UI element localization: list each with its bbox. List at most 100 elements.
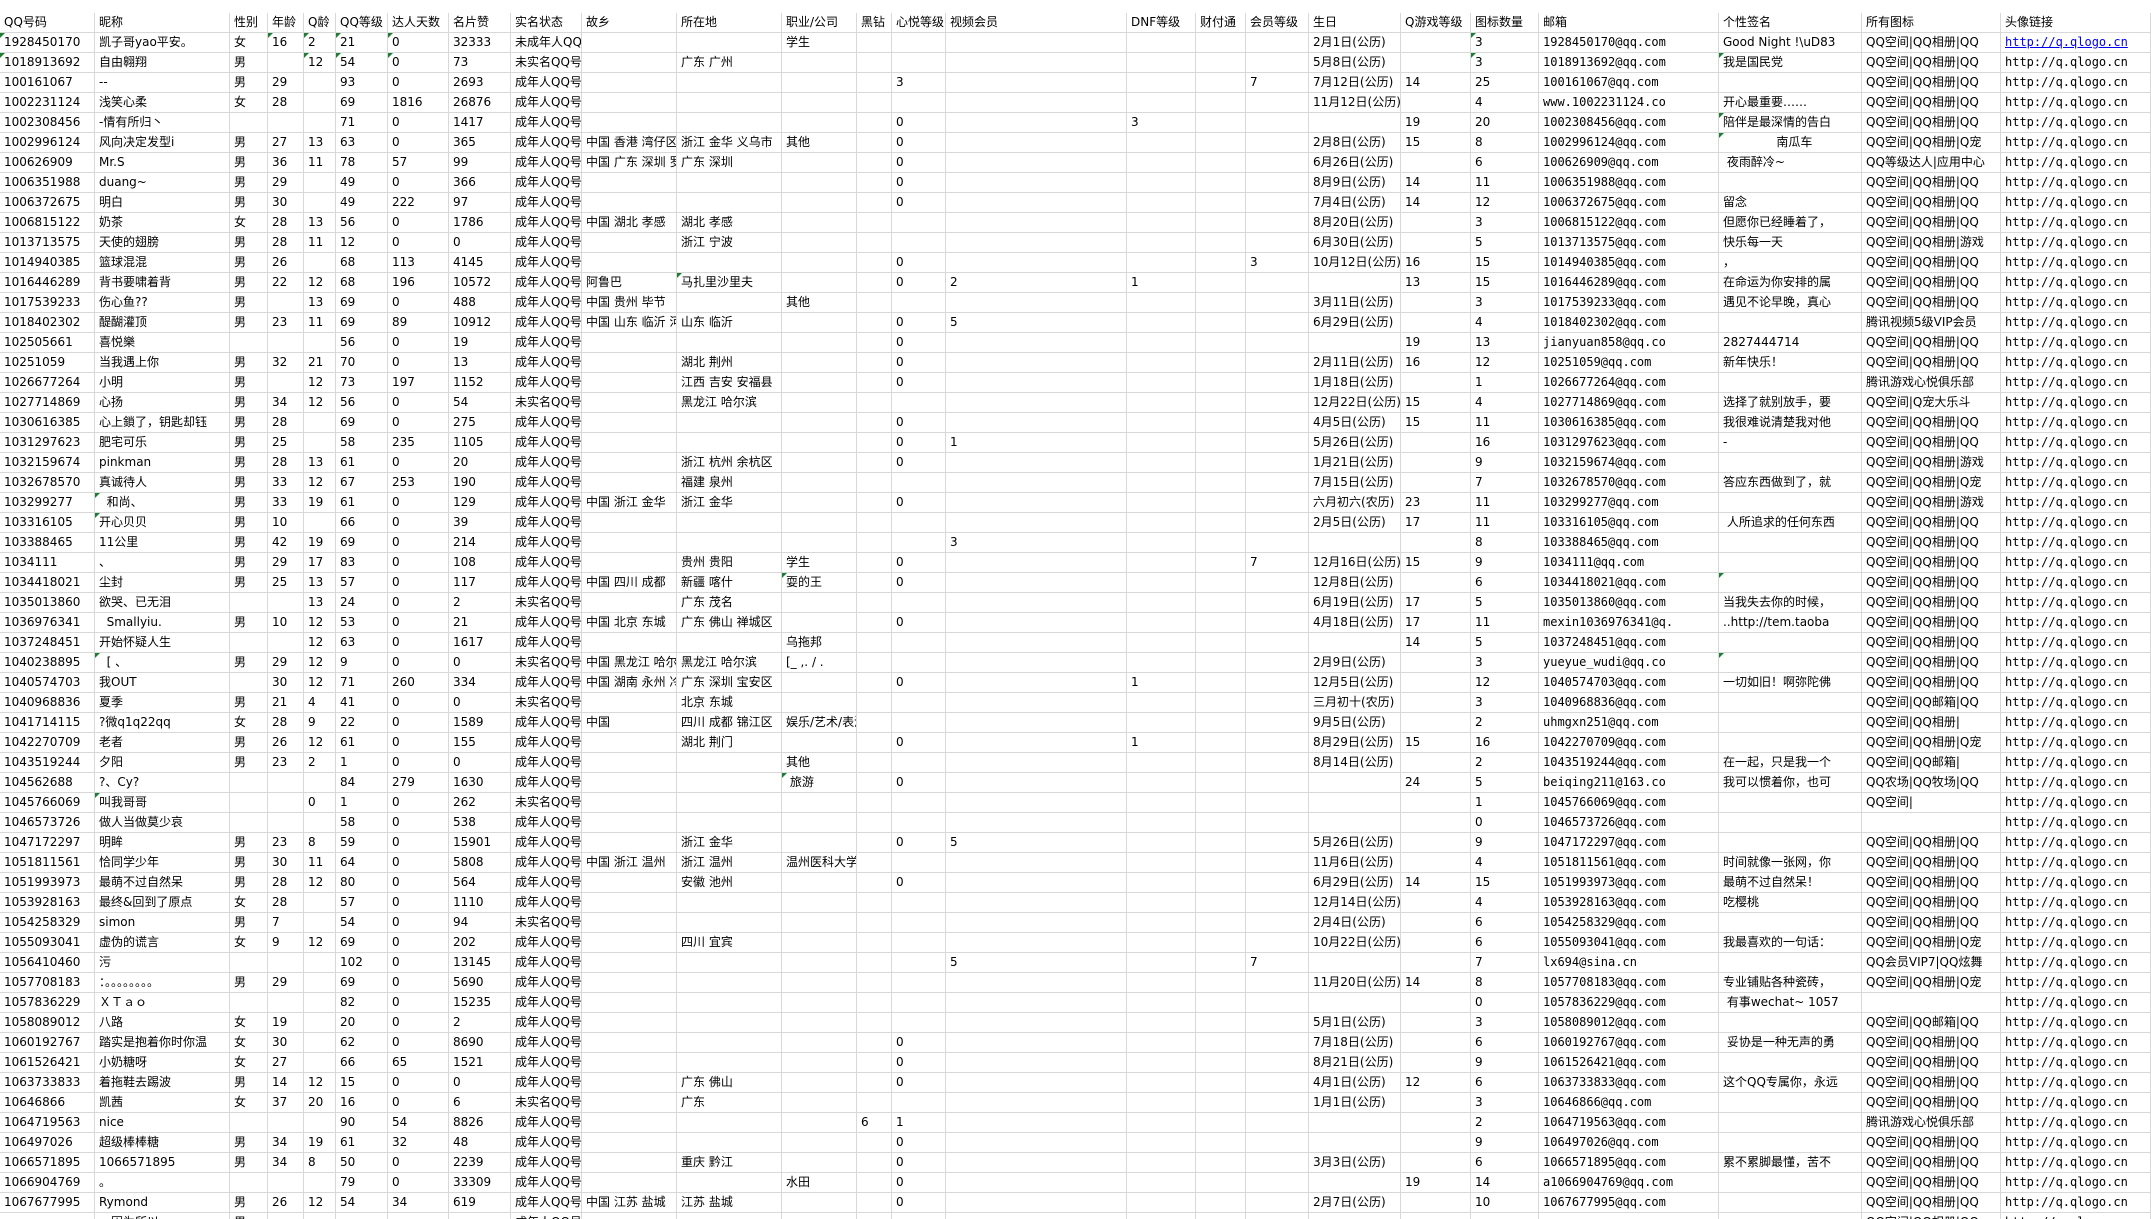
cell-vip[interactable] <box>1246 1193 1309 1213</box>
cell-heizuan[interactable] <box>857 493 892 513</box>
cell-realname[interactable]: 成年人QQ号 <box>511 333 582 353</box>
cell-age[interactable] <box>268 1113 304 1133</box>
cell-avatar[interactable]: http://q.qlogo.cn <box>2001 1073 2151 1093</box>
cell-realname[interactable]: 成年人QQ号 <box>511 813 582 833</box>
cell-video[interactable] <box>946 813 1127 833</box>
cell-birthday[interactable]: 5月26日(公历) <box>1309 433 1401 453</box>
cell-caifutong[interactable] <box>1196 953 1246 973</box>
cell-caifutong[interactable] <box>1196 73 1246 93</box>
cell-icons[interactable]: QQ会员VIP7|QQ炫舞 <box>1862 953 2001 973</box>
cell-caifutong[interactable] <box>1196 653 1246 673</box>
cell-heizuan[interactable] <box>857 213 892 233</box>
cell-icons[interactable]: QQ空间|QQ相册|QQ <box>1862 213 2001 233</box>
cell-vip[interactable]: 7 <box>1246 953 1309 973</box>
cell-xinyue[interactable] <box>892 813 946 833</box>
cell-nick[interactable]: 明眸 <box>95 833 230 853</box>
cell-birthday[interactable]: 12月22日(公历) <box>1309 393 1401 413</box>
cell-hometown[interactable] <box>582 333 677 353</box>
cell-nick[interactable]: 叫我哥哥 <box>95 793 230 813</box>
cell-job[interactable] <box>782 733 857 753</box>
cell-job[interactable] <box>782 153 857 173</box>
cell-video[interactable] <box>946 293 1127 313</box>
cell-qq[interactable]: 1066904769 <box>0 1173 95 1193</box>
cell-icons[interactable]: QQ空间|QQ相册|QQ <box>1862 533 2001 553</box>
cell-likes[interactable]: 275 <box>449 413 511 433</box>
cell-location[interactable] <box>677 173 782 193</box>
cell-email[interactable]: 1054258329@qq.com <box>1539 913 1719 933</box>
cell-caifutong[interactable] <box>1196 773 1246 793</box>
cell-realname[interactable]: 成年人QQ号 <box>511 433 582 453</box>
cell-age[interactable]: 9 <box>268 933 304 953</box>
cell-sig[interactable]: 这个QQ专属你，永远 <box>1719 1073 1862 1093</box>
cell-avatar[interactable]: http://q.qlogo.cn <box>2001 173 2151 193</box>
cell-qlevel[interactable]: 63 <box>336 633 388 653</box>
cell-job[interactable] <box>782 1113 857 1133</box>
cell-sex[interactable]: 男 <box>230 153 268 173</box>
cell-avatar[interactable]: http://q.qlogo.cn <box>2001 353 2151 373</box>
cell-job[interactable] <box>782 273 857 293</box>
cell-vip[interactable] <box>1246 753 1309 773</box>
cell-birthday[interactable] <box>1309 793 1401 813</box>
cell-birthday[interactable]: 6月29日(公历) <box>1309 313 1401 333</box>
cell-icons_n[interactable]: 4 <box>1471 853 1539 873</box>
cell-daren[interactable]: 260 <box>388 673 449 693</box>
cell-qlevel[interactable]: 12 <box>336 233 388 253</box>
cell-nick[interactable]: 、 <box>95 553 230 573</box>
cell-email[interactable]: 1002996124@qq.com <box>1539 133 1719 153</box>
cell-hometown[interactable] <box>582 393 677 413</box>
cell-qq[interactable]: 1034418021 <box>0 573 95 593</box>
cell-age[interactable] <box>268 113 304 133</box>
cell-video[interactable] <box>946 893 1127 913</box>
cell-location[interactable] <box>677 1113 782 1133</box>
cell-location[interactable]: 浙江 金华 <box>677 833 782 853</box>
cell-icons_n[interactable]: 8 <box>1471 133 1539 153</box>
cell-job[interactable]: 温州医科大学 <box>782 853 857 873</box>
cell-likes[interactable]: 366 <box>449 173 511 193</box>
cell-nick[interactable]: 做人当做莫少哀 <box>95 813 230 833</box>
cell-dnf[interactable] <box>1127 753 1196 773</box>
cell-vip[interactable] <box>1246 1113 1309 1133</box>
cell-qlevel[interactable]: 69 <box>336 413 388 433</box>
cell-realname[interactable]: 成年人QQ号 <box>511 1113 582 1133</box>
cell-qq[interactable]: 1053928163 <box>0 893 95 913</box>
cell-email[interactable]: 1051811561@qq.com <box>1539 853 1719 873</box>
cell-icons_n[interactable]: 15 <box>1471 873 1539 893</box>
cell-qlevel[interactable]: 82 <box>336 993 388 1013</box>
cell-icons_n[interactable]: 6 <box>1471 1033 1539 1053</box>
cell-heizuan[interactable] <box>857 1093 892 1113</box>
cell-caifutong[interactable] <box>1196 1213 1246 1219</box>
cell-qage[interactable] <box>304 193 336 213</box>
cell-qlevel[interactable]: 49 <box>336 193 388 213</box>
cell-job[interactable] <box>782 1153 857 1173</box>
cell-realname[interactable]: 成年人QQ号 <box>511 613 582 633</box>
cell-video[interactable] <box>946 613 1127 633</box>
cell-icons_n[interactable]: 10 <box>1471 1193 1539 1213</box>
cell-heizuan[interactable] <box>857 93 892 113</box>
cell-likes[interactable]: 6 <box>449 1093 511 1113</box>
cell-icons[interactable]: QQ空间|QQ相册|QQ <box>1862 673 2001 693</box>
cell-heizuan[interactable] <box>857 1173 892 1193</box>
cell-daren[interactable]: 0 <box>388 973 449 993</box>
cell-icons[interactable]: QQ空间|QQ相册|QQ <box>1862 1033 2001 1053</box>
cell-nick[interactable]: 、因为所以 <box>95 1213 230 1219</box>
cell-video[interactable] <box>946 673 1127 693</box>
cell-vip[interactable] <box>1246 633 1309 653</box>
cell-icons[interactable]: QQ等级达人|应用中心 <box>1862 153 2001 173</box>
cell-video[interactable] <box>946 93 1127 113</box>
cell-xinyue[interactable]: 0 <box>892 1033 946 1053</box>
cell-age[interactable]: 22 <box>268 273 304 293</box>
cell-birthday[interactable]: 5月8日(公历) <box>1309 53 1401 73</box>
cell-email[interactable]: 1017539233@qq.com <box>1539 293 1719 313</box>
cell-qq[interactable]: 1058089012 <box>0 1013 95 1033</box>
cell-vip[interactable] <box>1246 173 1309 193</box>
cell-age[interactable]: 34 <box>268 393 304 413</box>
cell-likes[interactable]: 73 <box>449 53 511 73</box>
cell-daren[interactable]: 0 <box>388 1013 449 1033</box>
cell-video[interactable] <box>946 1033 1127 1053</box>
cell-dnf[interactable] <box>1127 93 1196 113</box>
cell-qq[interactable]: 1013713575 <box>0 233 95 253</box>
cell-vip[interactable] <box>1246 1133 1309 1153</box>
cell-heizuan[interactable] <box>857 453 892 473</box>
cell-icons_n[interactable]: 4 <box>1471 393 1539 413</box>
cell-birthday[interactable]: 6月30日(公历) <box>1309 233 1401 253</box>
